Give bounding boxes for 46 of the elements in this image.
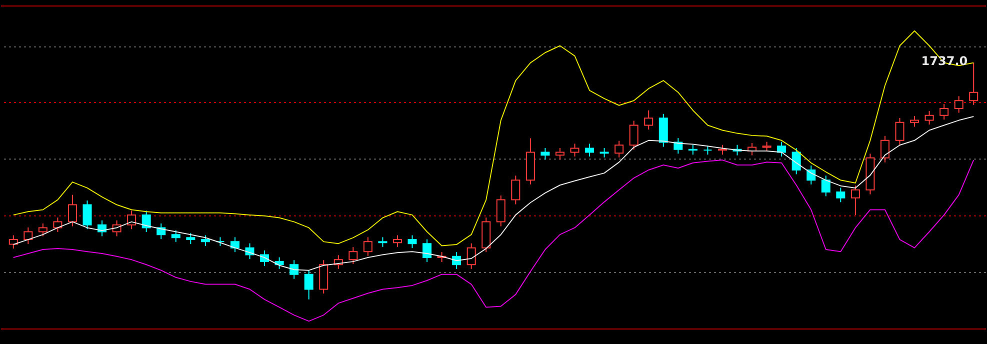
candlestick	[806, 164, 816, 185]
candlestick	[969, 62, 978, 106]
candlestick	[895, 117, 904, 146]
candlestick	[392, 234, 402, 248]
candlestick	[777, 141, 786, 157]
candlestick	[629, 120, 638, 150]
candlestick	[8, 234, 18, 250]
candlestick	[910, 116, 920, 128]
candlestick	[304, 270, 314, 300]
candlestick	[127, 210, 136, 230]
candlestick	[186, 232, 196, 245]
candlestick	[24, 226, 33, 245]
candlestick	[171, 230, 180, 242]
candlestick	[644, 110, 654, 130]
candlestick	[363, 236, 372, 256]
candlestick	[924, 110, 934, 126]
candlestick	[850, 185, 860, 216]
candlestick	[585, 143, 594, 157]
candlestick	[511, 175, 520, 205]
candlestick	[290, 260, 299, 280]
candlestick	[142, 210, 151, 232]
candlestick	[954, 96, 964, 114]
candlestick	[68, 194, 77, 227]
candlestick	[348, 246, 358, 264]
candlestick	[38, 222, 48, 237]
candlestick	[688, 144, 698, 156]
candlestick	[422, 238, 432, 263]
candlestick	[614, 140, 624, 158]
candlestick	[570, 143, 580, 157]
candlestick	[540, 147, 550, 160]
candlestick	[496, 195, 506, 227]
candlestick	[940, 103, 949, 120]
candlestick	[718, 144, 727, 156]
candlestick	[600, 147, 609, 158]
candlestick	[880, 135, 890, 163]
candlestick	[762, 141, 772, 152]
candlestick	[200, 234, 210, 246]
candlestick	[408, 234, 417, 249]
candlestick	[821, 175, 830, 197]
candlestick	[836, 187, 846, 203]
candlestick	[378, 236, 388, 248]
candlestick	[466, 242, 476, 270]
candlestick	[555, 147, 564, 160]
candlestick	[82, 200, 92, 230]
candlestick	[230, 236, 240, 253]
candlestick	[792, 147, 801, 175]
